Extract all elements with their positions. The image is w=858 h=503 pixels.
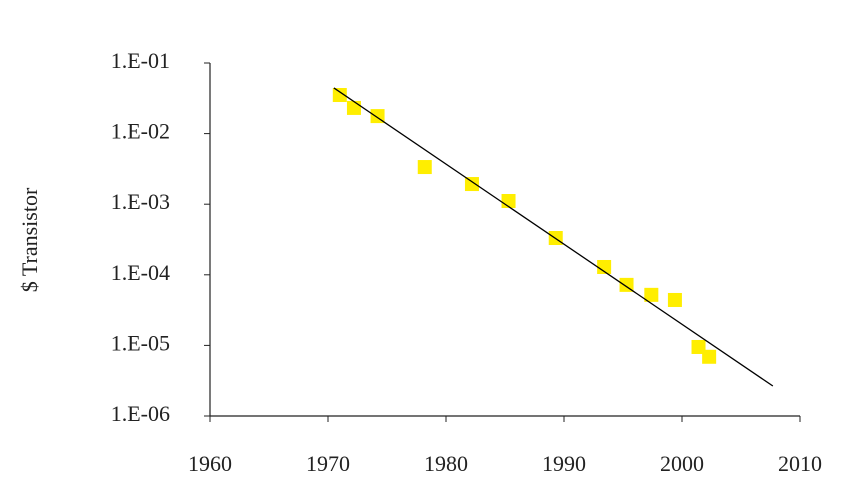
marker [644, 287, 659, 302]
y-tick-label: 1.E-03 [111, 189, 170, 214]
x-tick-label: 1970 [306, 451, 350, 476]
y-tick-label: 1.E-02 [111, 119, 170, 144]
marker [691, 339, 706, 354]
marker [417, 160, 432, 175]
marker [464, 177, 479, 192]
trend-line [333, 87, 774, 387]
marker [597, 259, 612, 274]
marker [332, 88, 347, 103]
y-tick-label: 1.E-01 [111, 48, 170, 73]
y-tick-label: 1.E-06 [111, 401, 170, 426]
y-axis-label: $ Transistor [17, 187, 42, 292]
x-tick-label: 1980 [424, 451, 468, 476]
marker [667, 292, 682, 307]
y-tick-label: 1.E-04 [111, 260, 170, 285]
x-tick-label: 2000 [660, 451, 704, 476]
x-tick-label: 1960 [188, 451, 232, 476]
y-tick-label: 1.E-05 [111, 330, 170, 355]
x-tick-label: 2010 [778, 451, 822, 476]
marker [346, 100, 361, 115]
x-tick-label: 1990 [542, 451, 586, 476]
marker [702, 349, 717, 364]
